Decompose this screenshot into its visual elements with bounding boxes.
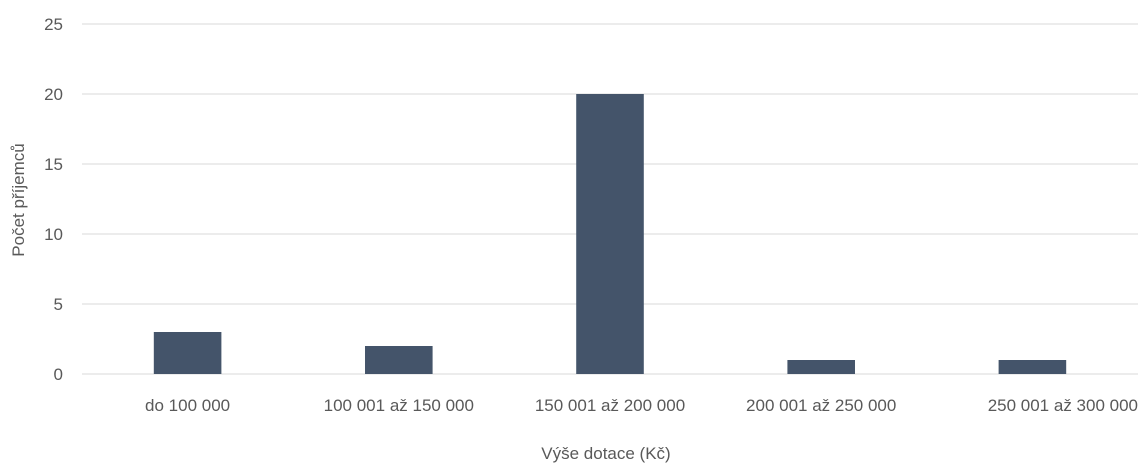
y-tick-label: 20 bbox=[44, 85, 63, 104]
y-tick-label: 15 bbox=[44, 155, 63, 174]
bar bbox=[787, 360, 855, 374]
bar bbox=[153, 332, 222, 374]
x-tick-label: 100 001 až 150 000 bbox=[324, 396, 474, 415]
y-axis-ticks: 0 5 10 15 20 25 bbox=[44, 15, 63, 384]
x-tick-label: 200 001 až 250 000 bbox=[746, 396, 896, 415]
x-tick-label: 250 001 až 300 000 bbox=[988, 396, 1138, 415]
bar bbox=[576, 94, 644, 374]
y-tick-label: 25 bbox=[44, 15, 63, 34]
bar bbox=[365, 346, 433, 374]
x-tick-label: 150 001 až 200 000 bbox=[535, 396, 685, 415]
x-axis-title: Výše dotace (Kč) bbox=[541, 444, 670, 463]
y-axis-title: Počet příjemců bbox=[9, 143, 28, 256]
y-tick-label: 5 bbox=[54, 295, 63, 314]
bar bbox=[998, 360, 1067, 374]
bars bbox=[153, 94, 1067, 374]
y-tick-label: 0 bbox=[54, 365, 63, 384]
y-tick-label: 10 bbox=[44, 225, 63, 244]
x-axis-ticks: do 100 000 100 001 až 150 000 150 001 až 2… bbox=[145, 396, 1138, 415]
x-tick-label: do 100 000 bbox=[145, 396, 230, 415]
